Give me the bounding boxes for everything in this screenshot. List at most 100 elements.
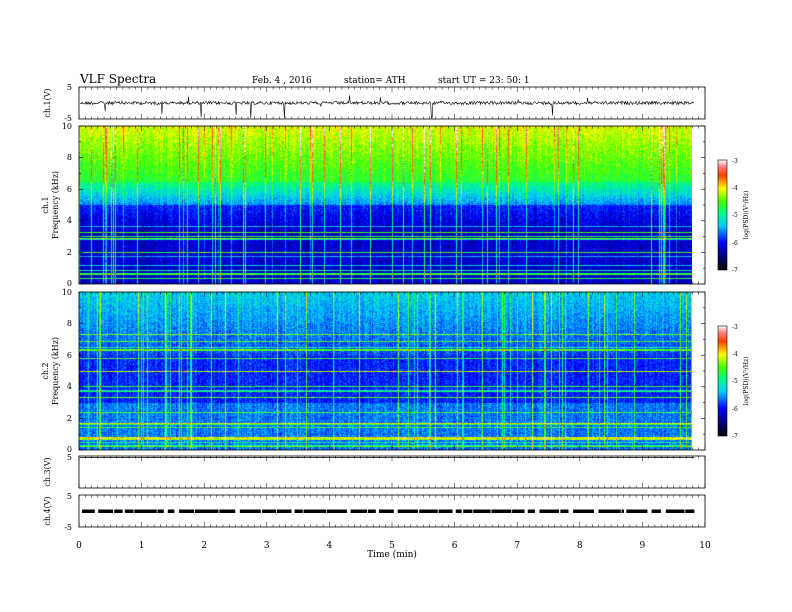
ch4-waveform-segment [512, 509, 525, 513]
start-time-label: start UT = 23: 50: 1 [438, 76, 530, 86]
ch2-cbar-tick-m3: -3 [732, 324, 738, 331]
ch2-cbar-tick-m7: -7 [732, 433, 738, 440]
ch2-cbar-tick-m4: -4 [732, 351, 738, 358]
ch2-cbar-tick-m6: -6 [732, 406, 738, 413]
figure-title: VLF Spectra [79, 72, 156, 86]
ch2-ytick-8: 8 [67, 319, 72, 328]
ch4-waveform-segment [397, 509, 418, 513]
ch4-waveform-segment [157, 509, 164, 513]
ch4-ytick-top: 5 [67, 492, 72, 501]
ch4-waveform-segment [124, 509, 134, 513]
ch4-waveform-segment [98, 509, 114, 513]
ch4-waveform-segment [419, 509, 438, 513]
x-tick-label: 3 [264, 541, 270, 551]
ch4-waveform-segment [134, 509, 157, 513]
ch1-cbar-tick-m4: -4 [732, 185, 738, 192]
ch1-cbar-tick-m6: -6 [732, 240, 738, 247]
ch4-waveform-segment [621, 509, 624, 513]
ch2-ytick-4: 4 [67, 382, 72, 391]
ch1-ytick-bottom: -5 [64, 114, 72, 123]
ch4-waveform-segment [219, 509, 236, 513]
ch4-waveform-segment [651, 509, 661, 513]
ch2-spectrogram-ylabel-ch: ch.2 [41, 362, 50, 379]
ch4-waveform-segment [114, 509, 123, 513]
x-tick-label: 2 [201, 541, 207, 551]
station-label: station= ATH [344, 76, 406, 86]
x-tick-label: 8 [577, 541, 583, 551]
ch4-waveform-segment [598, 509, 621, 513]
x-tick-label: 0 [76, 541, 82, 551]
ch1-ytick-2: 2 [67, 248, 72, 257]
ch3-waveform-ylabel: ch.3(V) [43, 457, 52, 486]
ch4-waveform-segment [276, 509, 292, 513]
ch3-waveform-panel: 5 ch.3(V) [43, 453, 706, 489]
x-tick-label: 7 [514, 541, 520, 551]
ch4-waveform-segment [379, 509, 394, 513]
ch2-ytick-0: 0 [67, 445, 72, 454]
ch4-waveform-panel: 5 -5 ch.4(V) [43, 492, 706, 532]
ch1-waveform-panel: 5 -5 ch.1(V) [43, 83, 706, 123]
ch1-spectrogram-ylabel-ch: ch.1 [41, 196, 50, 213]
ch4-waveform-segment [82, 509, 95, 513]
ch3-ytick-top: 5 [67, 453, 72, 462]
ch4-waveform-segment [560, 509, 569, 513]
ch2-ytick-6: 6 [67, 351, 72, 360]
ch2-ytick-2: 2 [67, 414, 72, 423]
ch4-waveform-segment [294, 509, 303, 513]
ch2-ytick-10: 10 [62, 288, 72, 297]
x-tick-label: 1 [139, 541, 145, 551]
ch4-waveform-segment [473, 509, 491, 513]
ch1-spectrogram-ticks [79, 125, 705, 285]
ch1-ytick-6: 6 [67, 185, 72, 194]
ch2-colorbar-label: log(PSD)(V²/Hz) [743, 357, 750, 406]
ch1-ytick-8: 8 [67, 153, 72, 162]
ch4-ytick-bottom: -5 [64, 523, 72, 532]
ch4-waveform-segment [463, 509, 473, 513]
ch1-waveform-trace [79, 95, 695, 119]
time-x-axis: 0 1 2 3 4 5 6 7 8 9 10 [76, 87, 711, 551]
x-tick-label: 4 [327, 541, 333, 551]
ch1-spectrogram-panel: 10 8 6 4 2 0 ch.1 Frequency (kHz) [41, 122, 706, 288]
ch4-waveform-segment [262, 509, 276, 513]
x-tick-label: 5 [389, 541, 395, 551]
ch4-waveform-segment [438, 509, 453, 513]
x-axis-label: Time (min) [367, 549, 417, 560]
ch2-spectrogram-ticks [79, 291, 705, 451]
ch4-waveform-segment [573, 509, 594, 513]
ch2-spectrogram-image [79, 292, 692, 450]
ch1-cbar-tick-m7: -7 [732, 267, 738, 274]
ch1-colorbar-label: log(PSD)(V²/Hz) [743, 191, 750, 240]
ch1-ytick-10: 10 [62, 122, 72, 131]
x-tick-label: 9 [640, 541, 646, 551]
ch2-spectrogram-panel: 10 8 6 4 2 0 ch.2 Frequency (kHz) [41, 288, 706, 454]
ch2-spectrogram-ylabel-freq: Frequency (kHz) [51, 337, 60, 405]
ch1-colorbar-gradient [717, 159, 728, 271]
ch4-waveform-segment [626, 509, 648, 513]
ch4-waveform-segment [350, 509, 367, 513]
ch1-cbar-tick-m3: -3 [732, 158, 738, 165]
ch1-ytick-4: 4 [67, 216, 72, 225]
ch4-waveform-segment [194, 509, 219, 513]
ch1-spectrogram-image [79, 126, 692, 284]
ch1-waveform-line [79, 95, 695, 119]
date-label: Feb. 4 , 2016 [252, 76, 312, 86]
ch4-waveform-segment [367, 509, 376, 513]
ch1-spectrogram-ylabel-freq: Frequency (kHz) [51, 171, 60, 239]
ch4-waveform-segment [239, 509, 261, 513]
ch4-waveform-segment [685, 509, 695, 513]
x-tick-label: 6 [452, 541, 458, 551]
ch1-ytick-0: 0 [67, 279, 72, 288]
ch4-waveform-segment [167, 509, 175, 513]
ch4-waveform-segment [665, 509, 685, 513]
ch4-waveform-segment [455, 509, 462, 513]
ch4-waveform-segment [179, 509, 195, 513]
ch4-waveform-segment [326, 509, 347, 513]
ch1-colorbar: -3 -4 -5 -6 -7 log(PSD)(V²/Hz) [717, 158, 750, 274]
ch4-waveform-segment [491, 509, 512, 513]
ch4-waveform-trace [82, 509, 695, 513]
ch1-waveform-ylabel: ch.1(V) [43, 88, 52, 117]
ch2-colorbar: -3 -4 -5 -6 -7 log(PSD)(V²/Hz) [717, 324, 750, 440]
ch1-ytick-top: 5 [67, 83, 72, 92]
ch4-waveform-segment [539, 509, 559, 513]
